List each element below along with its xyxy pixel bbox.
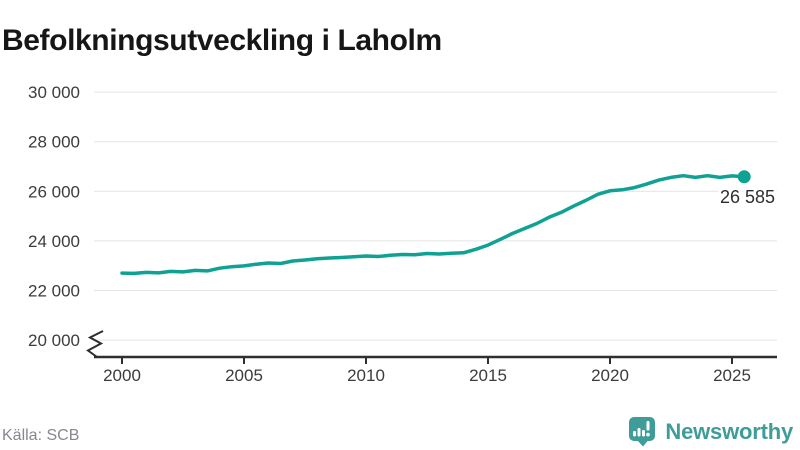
page-title: Befolkningsutveckling i Laholm xyxy=(2,24,442,58)
line-chart: 20 000 22 000 24 000 26 000 28 000 30 000 200… xyxy=(28,83,778,385)
source-note: Källa: SCB xyxy=(2,427,80,444)
x-tick-label: 2025 xyxy=(713,366,751,385)
y-tick-label: 24 000 xyxy=(28,232,80,251)
y-axis-tick-labels: 20 000 22 000 24 000 26 000 28 000 30 000 xyxy=(28,83,80,350)
x-axis-tick-labels: 2000 2005 2010 2015 2020 2025 xyxy=(103,357,751,385)
x-tick-label: 2015 xyxy=(469,366,507,385)
gridlines xyxy=(94,91,777,341)
last-value-label: 26 585 xyxy=(720,187,775,207)
population-line-series xyxy=(120,173,746,276)
y-tick-label: 22 000 xyxy=(28,282,80,301)
last-data-point-marker xyxy=(737,170,751,184)
x-tick-label: 2000 xyxy=(103,366,141,385)
newsworthy-wordmark: Newsworthy xyxy=(665,418,793,444)
x-tick-label: 2020 xyxy=(591,366,629,385)
y-tick-label: 28 000 xyxy=(28,133,80,152)
axis-break-icon xyxy=(86,330,104,358)
x-tick-label: 2010 xyxy=(347,366,385,385)
y-tick-label: 20 000 xyxy=(28,331,80,350)
x-tick-label: 2005 xyxy=(225,366,263,385)
y-tick-label: 30 000 xyxy=(28,83,80,102)
y-tick-label: 26 000 xyxy=(28,182,80,201)
newsworthy-bubble-icon xyxy=(629,417,656,447)
newsworthy-logo: Newsworthy xyxy=(628,416,793,447)
